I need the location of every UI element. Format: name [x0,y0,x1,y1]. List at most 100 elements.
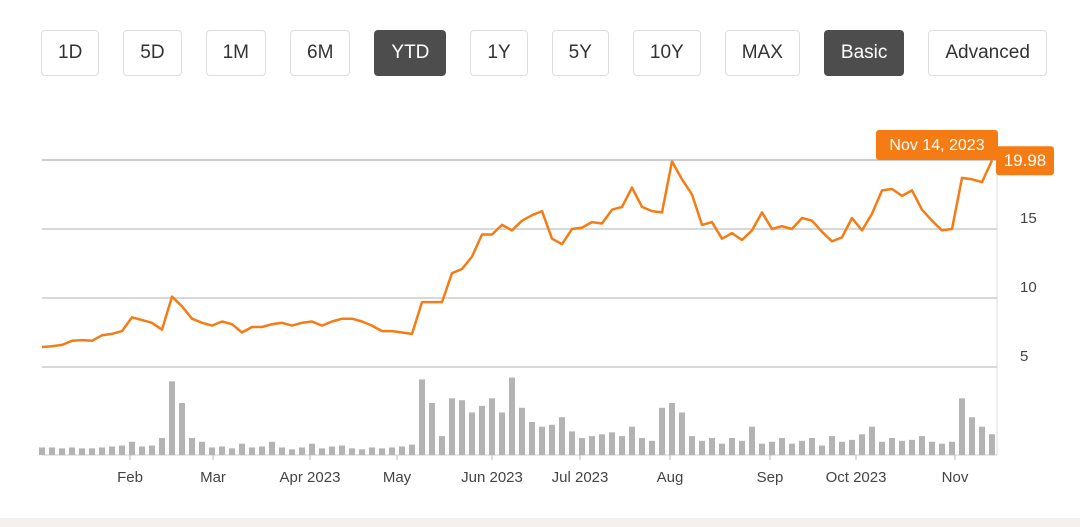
y-tick-label: 10 [1020,279,1037,296]
volume-bar [79,448,85,455]
volume-bar [789,443,795,455]
volume-bar [99,447,105,455]
y-tick-label: 15 [1020,210,1037,227]
volume-bar [869,426,875,455]
volume-bar [949,441,955,455]
volume-bar [479,405,485,455]
volume-bar [759,443,765,455]
volume-bar [729,438,735,455]
date-label: Nov 14, 2023 [889,137,984,154]
volume-bar [499,412,505,455]
volume-bar [969,417,975,455]
volume-bar [469,412,475,455]
volume-bar [219,446,225,455]
button[interactable]: 1D [41,30,100,76]
volume-bar [699,440,705,455]
volume-bar [659,407,665,455]
volume-bar [539,426,545,455]
volume-bar [619,436,625,455]
button[interactable]: 1M [205,30,266,76]
volume-bar [739,440,745,455]
volume-bar [309,443,315,455]
volume-bar [359,449,365,455]
price-badge [996,146,1054,176]
volume-bar [909,439,915,455]
volume-bar [269,441,275,455]
volume-bar [399,446,405,455]
x-tick-label: Jul 2023 [552,469,609,486]
x-tick-label: Sep [757,469,784,486]
volume-bar [409,444,415,455]
volume-bar [599,434,605,455]
volume-bar [649,440,655,455]
date-badge [876,130,998,160]
volume-bar [459,400,465,455]
x-tick-label: Jun 2023 [461,469,523,486]
volume-bar [559,417,565,455]
volume-bar [609,432,615,455]
volume-bar [549,424,555,455]
button[interactable]: 5D [123,30,182,76]
volume-bar [119,445,125,455]
volume-bar [939,443,945,455]
x-tick-label: Feb [117,469,143,486]
y-tick-label: 5 [1020,348,1028,365]
volume-bar [129,441,135,455]
volume-bar [369,447,375,455]
volume-bar [839,441,845,455]
volume-bar [199,441,205,455]
volume-bar [889,438,895,455]
volume-bar [39,447,45,455]
volume-bar [429,403,435,455]
button[interactable]: 1Y [470,30,528,76]
volume-bar [879,441,885,455]
volume-bar [929,441,935,455]
footer-strip [0,518,1080,527]
volume-bar [819,445,825,455]
volume-bar [319,448,325,455]
price-line [41,159,994,349]
volume-bar [159,438,165,455]
button[interactable]: YTD [374,30,447,76]
button[interactable]: 5Y [551,30,609,76]
button[interactable]: Basic [823,30,905,76]
volume-bar [209,447,215,455]
x-tick-label: May [383,469,412,486]
volume-bar [799,440,805,455]
volume-bar [329,446,335,455]
button[interactable]: Advanced [928,30,1047,76]
volume-bar [379,448,385,455]
x-tick-label: Oct 2023 [826,469,887,486]
button[interactable]: 6M [290,30,351,76]
volume-bar [919,436,925,455]
volume-bar [389,447,395,455]
volume-bar [829,436,835,455]
volume-bar [229,448,235,455]
volume-bar [69,447,75,455]
volume-bar [989,434,995,455]
volume-bar [259,446,265,455]
volume-bar [179,403,185,455]
button[interactable]: MAX [724,30,800,76]
volume-bar [959,398,965,455]
volume-bar [629,426,635,455]
x-tick-label: Mar [200,469,226,486]
volume-bar [749,426,755,455]
volume-bar [519,407,525,455]
volume-bar [89,448,95,455]
volume-bar [979,426,985,455]
volume-bar [289,449,295,455]
volume-bar [569,431,575,455]
button[interactable]: 10Y [632,30,701,76]
volume-bar [169,381,175,455]
price-label: 19.98 [1004,151,1047,170]
volume-bar [439,436,445,455]
volume-bar [709,438,715,455]
volume-bar [849,439,855,455]
volume-bar [809,438,815,455]
volume-bar [899,440,905,455]
volume-bar [449,398,455,455]
x-tick-label: Aug [657,469,684,486]
